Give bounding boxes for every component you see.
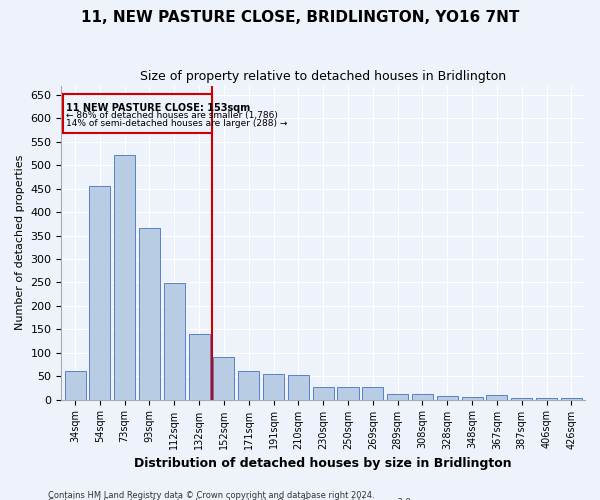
Bar [263, 374, 284, 400]
Text: 11, NEW PASTURE CLOSE, BRIDLINGTON, YO16 7NT: 11, NEW PASTURE CLOSE, BRIDLINGTON, YO16… [81, 10, 519, 25]
Text: Contains HM Land Registry data © Crown copyright and database right 2024.: Contains HM Land Registry data © Crown c… [48, 490, 374, 500]
Bar [313, 388, 334, 400]
Bar [536, 398, 557, 400]
Bar [139, 228, 160, 400]
Bar [461, 397, 482, 400]
Title: Size of property relative to detached houses in Bridlington: Size of property relative to detached ho… [140, 70, 506, 83]
Bar [561, 398, 582, 400]
Bar [288, 374, 309, 400]
Text: 11 NEW PASTURE CLOSE: 153sqm: 11 NEW PASTURE CLOSE: 153sqm [67, 103, 251, 113]
Y-axis label: Number of detached properties: Number of detached properties [15, 155, 25, 330]
Bar [362, 388, 383, 400]
Text: Contains public sector information licensed under the Open Government Licence v3: Contains public sector information licen… [48, 498, 413, 500]
Bar [62, 94, 212, 134]
Bar [437, 396, 458, 400]
Text: 14% of semi-detached houses are larger (288) →: 14% of semi-detached houses are larger (… [67, 120, 288, 128]
Bar [387, 394, 408, 400]
Bar [114, 155, 135, 400]
X-axis label: Distribution of detached houses by size in Bridlington: Distribution of detached houses by size … [134, 457, 512, 470]
Bar [188, 334, 209, 400]
Bar [65, 370, 86, 400]
Bar [487, 396, 508, 400]
Bar [337, 388, 359, 400]
Bar [511, 398, 532, 400]
Bar [164, 284, 185, 400]
Bar [89, 186, 110, 400]
Text: ← 86% of detached houses are smaller (1,786): ← 86% of detached houses are smaller (1,… [67, 111, 278, 120]
Bar [214, 358, 235, 400]
Bar [412, 394, 433, 400]
Bar [238, 370, 259, 400]
